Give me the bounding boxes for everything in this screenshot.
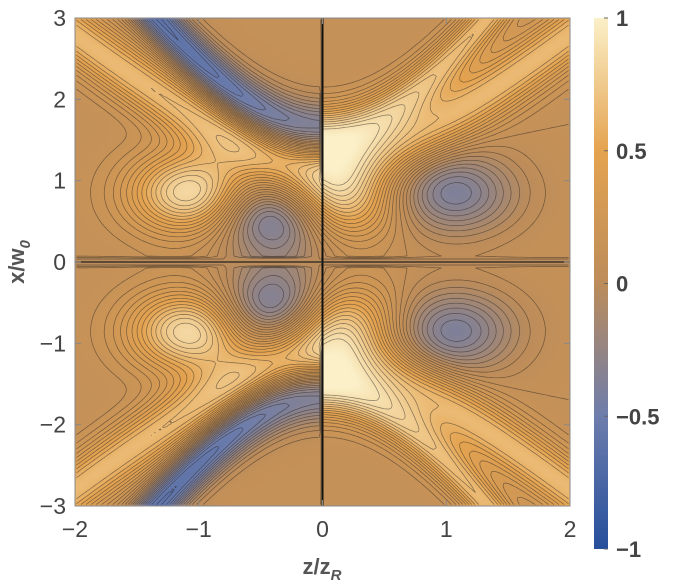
y-tick-label: −2 <box>40 412 66 438</box>
colorbar-tick-label: −0.5 <box>616 404 659 429</box>
colorbar: 1 0.5 0 −0.5 −1 <box>594 6 659 562</box>
x-tick-label: 2 <box>564 516 577 542</box>
y-tick-label: 0 <box>53 249 66 275</box>
x-axis-label: z/zR <box>303 554 342 584</box>
y-axis-label: x/w0 <box>4 239 34 283</box>
colorbar-tick-label: 1 <box>616 6 628 31</box>
colorbar-tick-label: 0.5 <box>616 139 647 164</box>
x-tick-label: 1 <box>440 516 453 542</box>
y-axis: −3 −2 −1 0 1 2 3 <box>40 5 570 519</box>
contour-lines <box>75 18 570 506</box>
y-tick-label: −1 <box>40 330 66 356</box>
x-tick-label: 0 <box>316 516 329 542</box>
x-tick-label: −2 <box>62 516 88 542</box>
x-tick-label: −1 <box>186 516 212 542</box>
colorbar-tick-label: −1 <box>616 537 641 562</box>
y-tick-label: 1 <box>53 168 66 194</box>
y-tick-label: −3 <box>40 493 66 519</box>
contour-path <box>76 19 569 505</box>
plot-area <box>75 18 570 506</box>
y-tick-label: 3 <box>53 5 66 31</box>
colorbar-ticks: 1 0.5 0 −0.5 −1 <box>604 6 659 562</box>
y-tick-label: 2 <box>53 86 66 112</box>
colorbar-tick-label: 0 <box>616 272 628 297</box>
x-axis: −2 −1 0 1 2 <box>62 18 577 542</box>
